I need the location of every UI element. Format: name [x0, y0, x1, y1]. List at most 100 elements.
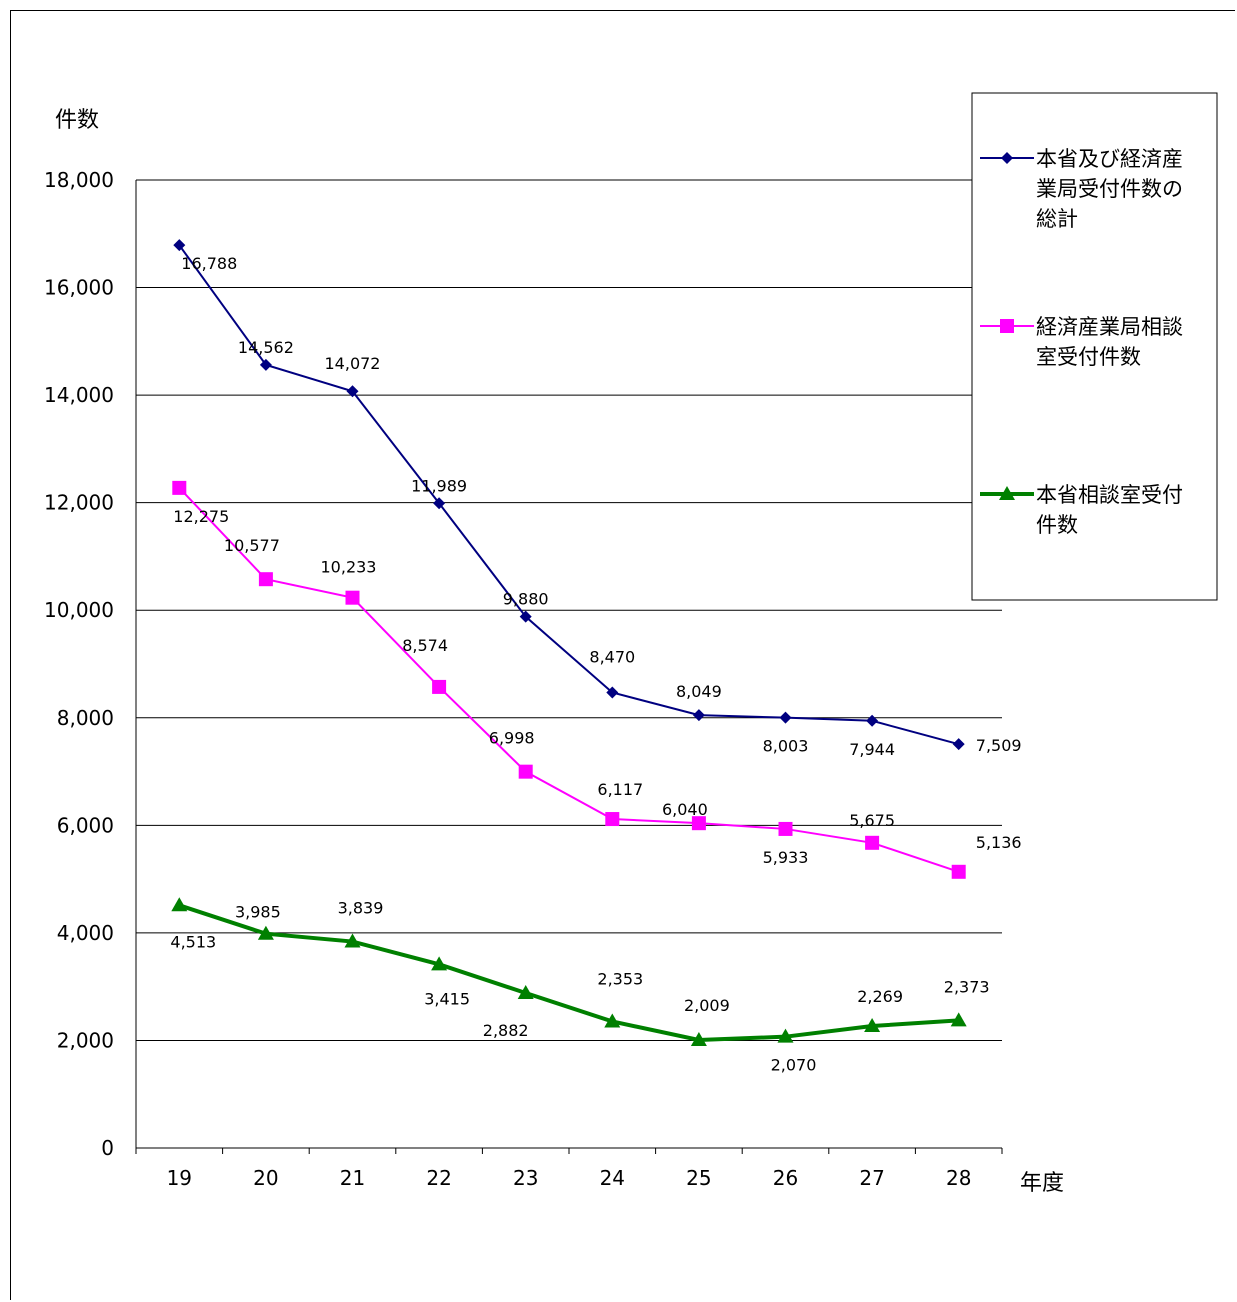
diamond-marker — [173, 239, 186, 252]
diamond-marker — [346, 385, 359, 398]
chart-frame — [10, 10, 1235, 1300]
data-label: 8,470 — [589, 648, 635, 667]
triangle-marker — [344, 933, 361, 948]
series-line — [178, 903, 959, 1042]
diamond-marker — [692, 709, 705, 722]
data-label: 12,275 — [173, 507, 229, 526]
legend-box — [971, 92, 1218, 601]
x-tick-label: 22 — [426, 1166, 451, 1190]
y-tick-label: 12,000 — [44, 491, 114, 515]
triangle-marker — [604, 1013, 621, 1028]
square-marker — [951, 864, 966, 879]
data-label: 7,509 — [976, 736, 1022, 755]
square-marker — [1000, 319, 1014, 333]
legend-label: 本省及び経済産 — [1036, 147, 1183, 171]
x-tick-label: 20 — [253, 1166, 278, 1190]
diamond-marker — [866, 714, 879, 727]
square-marker — [605, 812, 620, 827]
y-tick-label: 6,000 — [57, 813, 114, 837]
data-label: 9,880 — [503, 590, 549, 609]
data-label: 5,136 — [976, 833, 1022, 852]
data-label: 16,788 — [181, 254, 237, 273]
x-axis-label: 年度 — [1020, 1171, 1064, 1196]
data-label: 5,933 — [763, 848, 809, 867]
data-label: 6,040 — [662, 800, 708, 819]
data-label: 8,574 — [402, 636, 448, 655]
data-label: 10,233 — [321, 558, 377, 577]
x-tick-labels: 19 20 21 22 23 24 25 26 27 28 — [167, 1166, 972, 1190]
y-tick-label: 18,000 — [44, 168, 114, 192]
data-label: 8,049 — [676, 682, 722, 701]
triangle-marker — [517, 985, 534, 1000]
diamond-marker — [433, 497, 446, 510]
x-tick-label: 24 — [600, 1166, 625, 1190]
square-marker — [345, 590, 360, 605]
x-tick-label: 27 — [859, 1166, 884, 1190]
data-label: 2,269 — [857, 987, 903, 1006]
x-tick-label: 25 — [686, 1166, 711, 1190]
data-label: 2,373 — [944, 977, 990, 996]
y-tick-label: 8,000 — [57, 706, 114, 730]
y-tick-label: 4,000 — [57, 921, 114, 945]
y-tick-label: 16,000 — [44, 276, 114, 300]
legend-label: 本省相談室受付 — [1036, 483, 1183, 507]
series-line — [178, 487, 960, 873]
data-label: 3,839 — [338, 899, 384, 918]
square-marker — [518, 764, 533, 779]
legend-label: 室受付件数 — [1036, 345, 1141, 369]
triangle-marker — [257, 925, 274, 940]
diamond-marker — [779, 711, 792, 724]
legend-label: 件数 — [1036, 513, 1078, 537]
y-tick-labels: 0 2,000 4,000 6,000 8,000 10,000 12,000 14,000 1… — [44, 168, 114, 1160]
axes — [135, 180, 1003, 1154]
data-label: 2,353 — [597, 969, 643, 988]
square-marker — [778, 821, 793, 836]
y-tick-label: 14,000 — [44, 383, 114, 407]
diamond-marker — [952, 738, 965, 751]
x-tick-label: 28 — [946, 1166, 971, 1190]
square-marker — [691, 816, 706, 831]
gridlines — [136, 179, 1002, 1041]
diamond-marker — [259, 358, 272, 371]
data-label: 4,513 — [170, 932, 216, 951]
legend-label: 総計 — [1036, 207, 1078, 231]
triangle-marker — [999, 486, 1015, 500]
data-label: 3,415 — [424, 989, 470, 1008]
triangle-marker — [950, 1012, 967, 1027]
series-line — [178, 244, 959, 746]
diamond-marker — [606, 686, 619, 699]
y-tick-label: 2,000 — [57, 1028, 114, 1052]
data-label: 6,117 — [597, 780, 643, 799]
diamond-marker — [519, 610, 532, 623]
square-marker — [172, 480, 187, 495]
x-tick-label: 23 — [513, 1166, 538, 1190]
data-label: 8,003 — [763, 737, 809, 756]
square-marker — [865, 835, 880, 850]
data-label: 7,944 — [849, 740, 895, 759]
data-labels: 16,788 14,562 14,072 11,989 9,880 8,470 8,049 8… — [170, 254, 1021, 1075]
x-tick-label: 21 — [340, 1166, 365, 1190]
series-group — [171, 239, 967, 1046]
square-marker — [258, 572, 273, 587]
x-tick-label: 19 — [167, 1166, 192, 1190]
y-tick-label: 10,000 — [44, 598, 114, 622]
triangle-marker — [431, 956, 448, 971]
data-label: 14,072 — [325, 354, 381, 373]
legend-label: 経済産業局相談 — [1036, 315, 1183, 339]
data-label: 2,882 — [483, 1021, 529, 1040]
y-tick-label: 0 — [101, 1136, 114, 1160]
data-label: 14,562 — [238, 338, 294, 357]
triangle-marker — [690, 1031, 707, 1046]
data-label: 5,675 — [849, 811, 895, 830]
data-label: 3,985 — [235, 903, 281, 922]
data-label: 11,989 — [411, 476, 467, 495]
triangle-marker — [777, 1028, 794, 1043]
y-axis-label: 件数 — [55, 108, 99, 133]
data-label: 2,070 — [771, 1056, 817, 1075]
triangle-marker — [864, 1017, 881, 1032]
data-label: 10,577 — [224, 536, 280, 555]
triangle-marker — [171, 897, 188, 912]
data-label: 6,998 — [489, 729, 535, 748]
x-tick-label: 26 — [773, 1166, 798, 1190]
